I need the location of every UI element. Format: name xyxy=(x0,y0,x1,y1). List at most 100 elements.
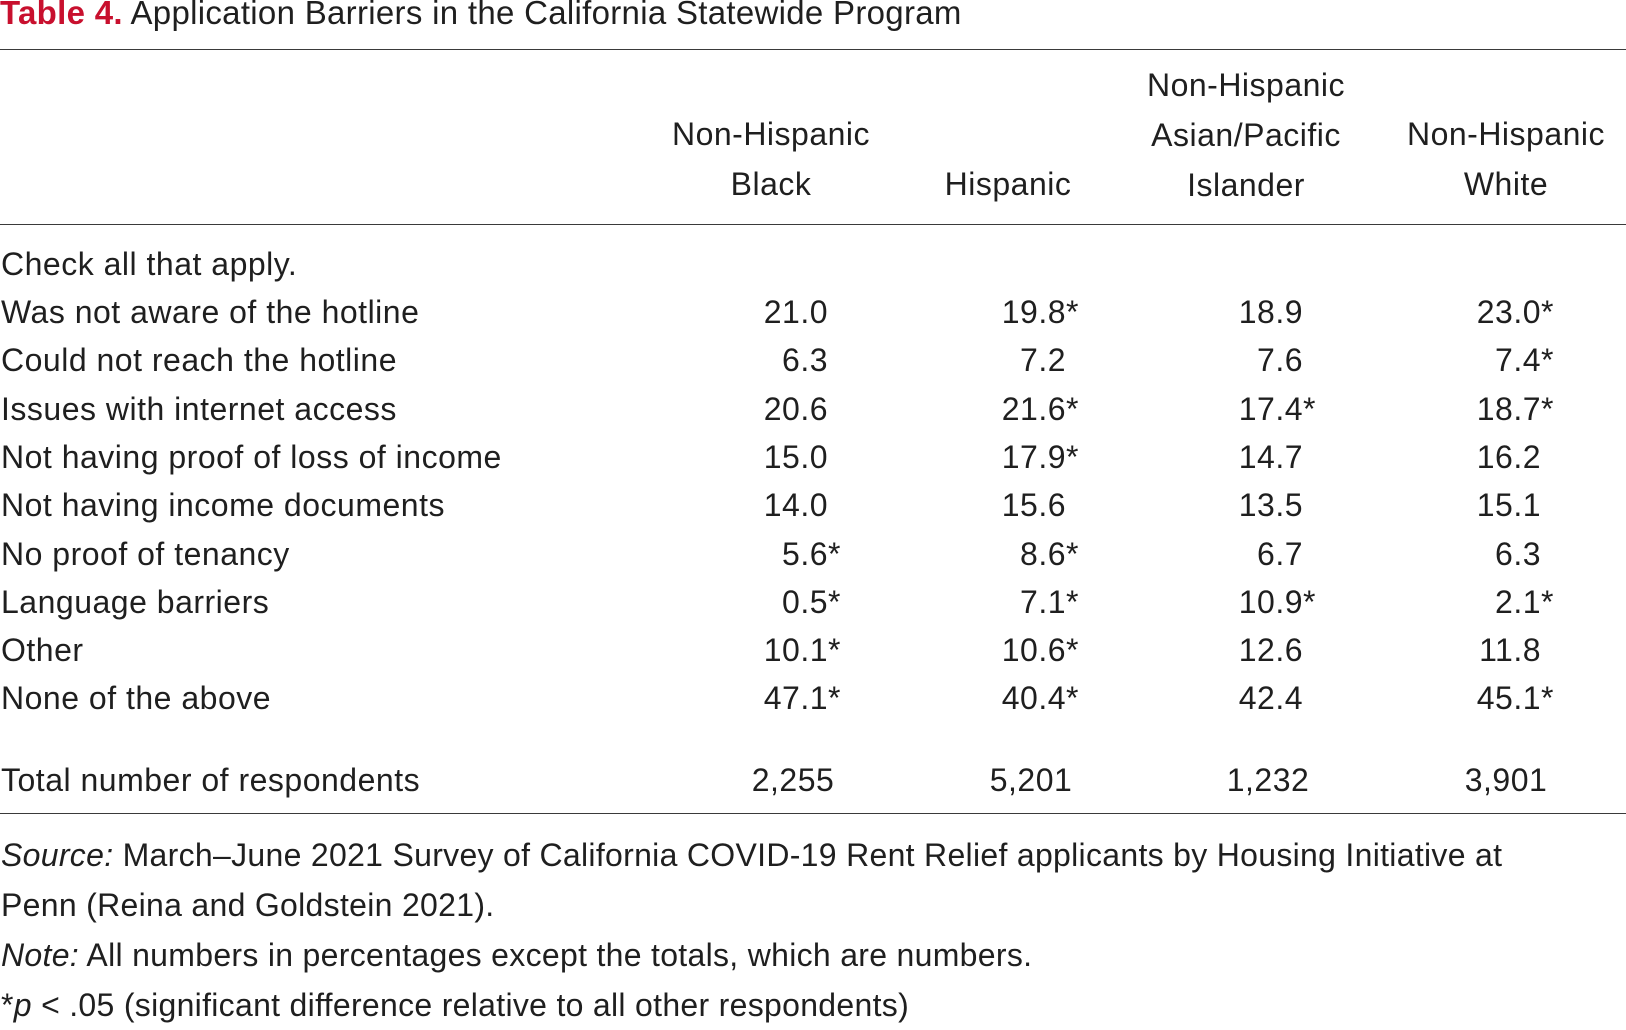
section-label-row: Check all that apply. xyxy=(0,239,1626,289)
table-row: Was not aware of the hotline 21.0 19.8* 18.… xyxy=(0,287,1626,337)
total-row: Total number of respondents 2,255 5,201 … xyxy=(0,755,1626,805)
column-header-hispanic: Hispanic xyxy=(903,159,1113,209)
column-header-line: Asian/Pacific xyxy=(1151,117,1341,153)
table-cell: 12.6 xyxy=(1195,625,1319,675)
table-cell: 15.6 xyxy=(958,480,1082,530)
significance-marker: * xyxy=(1066,583,1079,620)
cell-value: 12.6 xyxy=(1238,632,1303,669)
significance-marker: * xyxy=(1541,583,1554,620)
column-header-black: Non-Hispanic Black xyxy=(666,109,876,209)
table-number: Table 4. xyxy=(0,0,123,31)
cell-value: 21.0 xyxy=(763,294,828,330)
row-label: Other xyxy=(1,632,84,669)
top-rule xyxy=(0,49,1626,50)
table-cell: 20.6 xyxy=(720,384,844,434)
cell-value: 15.6 xyxy=(1001,487,1066,524)
cell-value: 7.2 xyxy=(1020,342,1066,379)
table-cell: 18.9 xyxy=(1195,287,1319,337)
table-cell: 5.6* xyxy=(720,529,844,579)
column-header-line: Non-Hispanic xyxy=(1406,116,1606,152)
table-cell: 19.8* xyxy=(958,287,1082,337)
cell-value: 5.6 xyxy=(782,535,828,572)
table-row: Language barriers 0.5* 7.1* 10.9* 2.1* xyxy=(0,577,1626,627)
table-cell: 13.5 xyxy=(1195,480,1319,530)
source-note-continued: Penn (Reina and Goldstein 2021). xyxy=(1,887,495,923)
significance-marker: * xyxy=(828,680,841,717)
table-cell: 21.6* xyxy=(958,384,1082,434)
column-header-white: Non-Hispanic White xyxy=(1386,109,1626,209)
significance-marker: * xyxy=(1066,680,1079,717)
table-cell: 15.1 xyxy=(1433,480,1557,530)
header-rule xyxy=(0,224,1626,225)
significance-marker: * xyxy=(1303,583,1316,620)
cell-value: 11.8 xyxy=(1479,632,1541,669)
significance-marker: * xyxy=(1541,342,1554,379)
table-cell: 17.4* xyxy=(1195,384,1319,434)
cell-value: 19.8 xyxy=(1001,294,1066,330)
row-label: Was not aware of the hotline xyxy=(1,294,420,330)
total-cell: 2,255 xyxy=(751,762,835,798)
cell-value: 15.0 xyxy=(763,438,828,475)
cell-value: 20.6 xyxy=(763,390,828,427)
significance-marker: * xyxy=(1066,632,1079,669)
table-cell: 42.4 xyxy=(1195,673,1319,723)
table-cell: 40.4* xyxy=(958,673,1082,723)
cell-value: 0.5 xyxy=(782,583,828,620)
row-label: Not having income documents xyxy=(1,487,445,524)
significance-p: p xyxy=(13,987,32,1023)
table-notes: Source: March–June 2021 Survey of Califo… xyxy=(1,830,1626,1030)
row-label: No proof of tenancy xyxy=(1,535,290,572)
significance-marker: * xyxy=(828,535,841,572)
row-label: Language barriers xyxy=(1,583,270,620)
table-cell: 45.1* xyxy=(1433,673,1557,723)
column-header-line: Islander xyxy=(1187,167,1305,203)
significance-star: * xyxy=(1,987,14,1023)
table-row: Issues with internet access 20.6 21.6* 17.4… xyxy=(0,384,1626,434)
table-cell: 47.1* xyxy=(720,673,844,723)
table-cell: 7.6 xyxy=(1195,335,1319,385)
significance-marker: * xyxy=(1066,438,1079,475)
table-row: Not having proof of loss of income 15.0 17… xyxy=(0,432,1626,482)
table-cell: 23.0* xyxy=(1433,287,1557,337)
table-cell: 17.9* xyxy=(958,432,1082,482)
table-cell: 21.0 xyxy=(720,287,844,337)
table-row: Other 10.1* 10.6* 12.6 11.8 xyxy=(0,625,1626,675)
cell-value: 14.7 xyxy=(1238,438,1303,475)
table-cell: 18.7* xyxy=(1433,384,1557,434)
bottom-rule xyxy=(0,813,1626,814)
table-cell: 11.8 xyxy=(1433,625,1557,675)
cell-value: 7.4 xyxy=(1495,342,1541,379)
cell-value: 23.0 xyxy=(1476,294,1541,330)
significance-marker: * xyxy=(828,583,841,620)
total-label: Total number of respondents xyxy=(1,762,421,798)
significance-marker: * xyxy=(828,632,841,669)
table-cell: 10.6* xyxy=(958,625,1082,675)
cell-value: 45.1 xyxy=(1476,680,1541,717)
table-cell: 7.1* xyxy=(958,577,1082,627)
table-row: Not having income documents 14.0 15.6 13.5 1… xyxy=(0,480,1626,530)
source-text: March–June 2021 Survey of California COV… xyxy=(122,837,1503,873)
row-label: Issues with internet access xyxy=(1,390,397,427)
note-text: All numbers in percentages except the to… xyxy=(86,937,1033,973)
total-cell: 1,232 xyxy=(1226,762,1310,798)
cell-value: 42.4 xyxy=(1238,680,1303,717)
table-row: No proof of tenancy 5.6* 8.6 * 6.7 6.3 xyxy=(0,529,1626,579)
table-row: None of the above 47.1* 40.4* 42.4 45.1* xyxy=(0,673,1626,723)
cell-value: 6.3 xyxy=(1495,535,1541,572)
table-cell: 10.1* xyxy=(720,625,844,675)
row-label: None of the above xyxy=(1,680,272,717)
table-title: Table 4. Application Barriers in the Cal… xyxy=(0,0,962,32)
cell-value: 17.9 xyxy=(1001,438,1066,475)
cell-value: 2.1 xyxy=(1495,583,1541,620)
table-cell: 7.2 xyxy=(958,335,1082,385)
row-label: Not having proof of loss of income xyxy=(1,438,502,475)
source-label: Source: xyxy=(1,837,114,873)
table-cell: 7.4* xyxy=(1433,335,1557,385)
note-line: Note: All numbers in percentages except … xyxy=(1,930,1626,980)
cell-value: 6.7 xyxy=(1257,535,1303,572)
column-header-line: Black xyxy=(730,166,812,202)
cell-value: 18.7 xyxy=(1476,390,1541,427)
table-title-text: Application Barriers in the California S… xyxy=(130,0,962,31)
row-label: Could not reach the hotline xyxy=(1,342,397,379)
cell-value: 8.6 xyxy=(1020,535,1066,572)
